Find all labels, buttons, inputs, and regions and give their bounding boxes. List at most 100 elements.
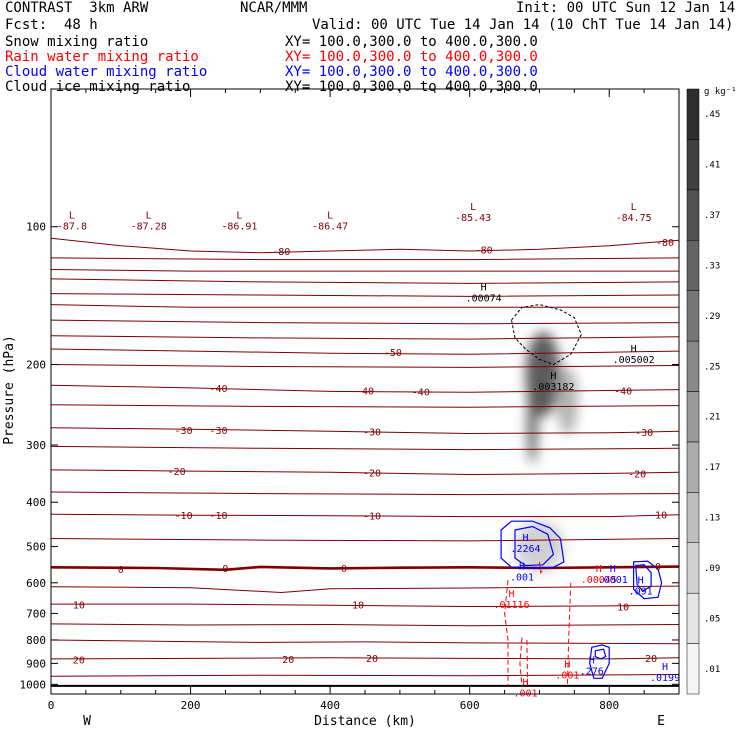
isotherm-label: 20 (366, 654, 378, 665)
isotherm--10 (51, 513, 679, 518)
isotherm-label: -80 (656, 238, 674, 249)
isotherm-label: -40 (209, 384, 227, 395)
extremum-value: .2264 (510, 544, 540, 555)
isotherm-line (51, 335, 679, 340)
isotherm-line (51, 538, 679, 542)
colorbar-segment (686, 139, 700, 191)
colorbar: .01 .05 .09 .13 .17 .21 .25 .29 .33 .37 .41 .45 (686, 88, 720, 695)
isotherm-label: 0 (118, 565, 124, 576)
isotherm-label: -10 (363, 512, 381, 523)
isotherm--50 (51, 348, 679, 355)
isotherm-label: 10 (352, 601, 364, 612)
contour-layer (51, 237, 679, 687)
y-tick-label: 900 (26, 657, 46, 670)
extremum-marker: L (631, 202, 637, 213)
isotherm-label: -30 (363, 427, 381, 438)
isotherm-label: -30 (635, 428, 653, 439)
isotherm-line (51, 491, 679, 496)
isotherm--80 (51, 237, 679, 254)
colorbar-label: .37 (704, 211, 720, 221)
colorbar-label: .01 (704, 665, 720, 675)
isotherm-line (51, 404, 679, 408)
isotherm-label: -80 (475, 245, 493, 256)
colorbar-label: .09 (704, 564, 720, 574)
isotherm-label: -40 (614, 387, 632, 398)
snow-shade-blob (556, 366, 578, 435)
extremum-value: .276 (580, 666, 604, 677)
isotherm-line (51, 585, 679, 594)
colorbar-label: .17 (704, 463, 720, 473)
extremum-value: -86.47 (312, 222, 348, 233)
snow-shade-blob (526, 384, 539, 464)
extremum-marker: H (638, 575, 644, 586)
y-tick-label: 1000 (20, 678, 47, 691)
rain-water-contour (519, 637, 523, 687)
isotherm-label: -50 (384, 348, 402, 359)
extremum-marker: L (146, 211, 152, 222)
extremum-marker: H (481, 283, 487, 294)
colorbar-segment (686, 592, 700, 644)
isotherm-label: 20 (645, 654, 657, 665)
colorbar-segment (686, 441, 700, 493)
extremum-value: .00074 (466, 294, 502, 305)
isotherm-line (51, 674, 679, 677)
isotherm-label: -10 (175, 511, 193, 522)
extremum-marker: H (519, 561, 525, 572)
extremum-marker: H (662, 662, 668, 673)
isotherm-line (51, 319, 679, 325)
colorbar-segment (686, 189, 700, 241)
cloud-water-contour (500, 520, 565, 569)
extremum-marker: L (236, 211, 242, 222)
extremum-value: .0001 (598, 575, 628, 586)
extremum-value: -85.43 (455, 213, 491, 224)
isotherm-line (51, 257, 679, 261)
x-tick-label: 200 (181, 699, 201, 712)
snow-shade-blob (515, 520, 564, 573)
extremum-marker: L (327, 211, 333, 222)
colorbar-segment (686, 88, 700, 140)
isotherm-label: -20 (363, 468, 381, 479)
colorbar-label: .05 (704, 614, 720, 624)
y-tick-label: 600 (26, 577, 46, 590)
colorbar-segment (686, 492, 700, 544)
x-tick-label: 600 (460, 699, 480, 712)
extremum-marker: H (522, 677, 528, 688)
isotherm-label: -10 (209, 511, 227, 522)
extremum-marker: H (610, 564, 616, 575)
isotherm-label: -40 (356, 387, 374, 398)
forecast-label: Fcst: (5, 17, 48, 33)
extremum-marker: H (564, 659, 570, 670)
extremum-value: .01116 (493, 600, 529, 611)
field-xy-snow: XY= 100.0,300.0 to 400.0,300.0 (285, 34, 538, 50)
isotherm-label: -20 (168, 467, 186, 478)
cloud-ice-contour (510, 304, 582, 366)
west-label: W (83, 714, 91, 729)
extremum-marker: L (470, 202, 476, 213)
colorbar-segment (686, 240, 700, 291)
x-axis: 0 200 400 600 800 (48, 89, 680, 712)
field-xy-rain: XY= 100.0,300.0 to 400.0,300.0 (285, 49, 538, 65)
field-name-cloud-water: Cloud water mixing ratio (5, 64, 208, 80)
colorbar-segment (686, 391, 700, 443)
isotherm-label: 10 (73, 601, 85, 612)
x-tick-label: 0 (48, 699, 55, 712)
valid-time: Valid: 00 UTC Tue 14 Jan 14 (10 ChT Tue … (312, 17, 734, 33)
field-xy-cloud-water: XY= 100.0,300.0 to 400.0,300.0 (285, 64, 538, 80)
cloud-water-contour (635, 564, 652, 592)
isotherm-label: -40 (412, 387, 430, 398)
center-label: NCAR/MMM (240, 0, 308, 16)
colorbar-label: .13 (704, 514, 720, 524)
colorbar-segment (686, 643, 700, 695)
isotherm--70 (51, 269, 679, 272)
y-tick-label: 400 (26, 496, 46, 509)
isotherm--30 (51, 427, 679, 435)
isotherm-label: -30 (209, 426, 227, 437)
cloud-water-contour (589, 644, 610, 679)
contour-label-layer: -80 -80 -80 -50 -40 -40 -40 -40 -30 -30 -30 -30 -20 -… (57, 202, 680, 699)
isotherm-label: 10 (617, 602, 629, 613)
colorbar-unit: g kg⁻¹ (704, 87, 737, 97)
x-tick-label: 800 (599, 699, 619, 712)
isotherm-label: -80 (272, 247, 290, 258)
colorbar-segment (686, 542, 700, 594)
